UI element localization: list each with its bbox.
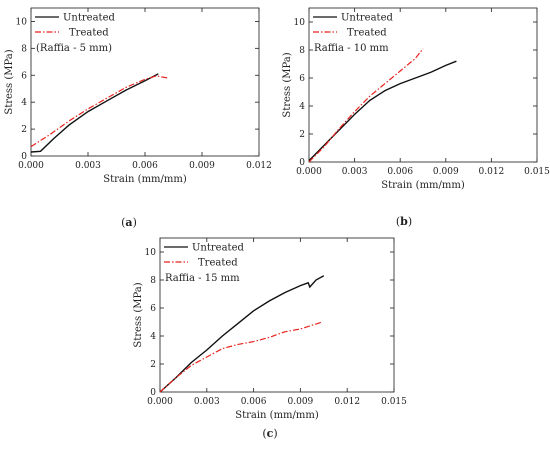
x-tick-label: 0.009: [433, 167, 459, 177]
y-tick-label: 4: [299, 102, 305, 112]
y-tick-label: 2: [299, 130, 305, 140]
x-tick-label: 0.000: [296, 167, 322, 177]
series-line-untreated: [159, 275, 325, 393]
series-line-treated: [159, 321, 323, 393]
y-tick-label: 8: [150, 276, 156, 286]
chart-panel-b: 0.000 0.003 0.006 0.009 0.012 0.015 0 2 4 6 8 10 Str…: [282, 7, 550, 228]
specimen-annotation: Raffia - 15 mm: [165, 273, 240, 284]
specimen-annotation: (Raffia - 5 mm): [36, 43, 112, 54]
y-axis-label: Stress (MPa): [4, 49, 15, 114]
y-tick-label: 0: [21, 152, 27, 162]
legend-label-treated: Treated: [347, 28, 387, 39]
panel-caption: (c): [262, 427, 277, 440]
y-tick-label: 6: [299, 74, 305, 84]
series-line-treated: [30, 75, 168, 148]
y-tick-label: 8: [299, 46, 305, 56]
x-tick-label: 0.006: [241, 397, 267, 407]
x-tick-label: 0.012: [479, 167, 505, 177]
x-tick-label: 0.000: [18, 161, 44, 171]
x-tick-label: 0.003: [75, 161, 101, 171]
y-tick-label: 10: [16, 17, 28, 27]
panel-caption: (a): [121, 216, 137, 229]
x-axis-label: Strain (mm/mm): [235, 410, 319, 421]
legend-label-untreated: Untreated: [63, 13, 115, 24]
x-tick-label: 0.015: [381, 397, 407, 407]
y-tick-label: 6: [150, 304, 156, 314]
x-tick-label: 0.006: [132, 161, 158, 171]
y-tick-label: 10: [294, 18, 306, 28]
y-tick-label: 2: [21, 125, 27, 135]
y-tick-label: 4: [150, 332, 156, 342]
chart-panel-a: 0.000 0.003 0.006 0.009 0.012 0 2 4 6 8 10 Strain (…: [4, 7, 272, 229]
y-tick-label: 10: [145, 248, 157, 258]
x-axis-label: Strain (mm/mm): [103, 174, 187, 185]
series-line-treated: [308, 48, 424, 163]
y-tick-label: 0: [299, 158, 305, 168]
panel-caption: (b): [396, 215, 412, 228]
series-line-untreated: [30, 73, 159, 153]
legend-label-untreated: Untreated: [341, 13, 393, 24]
x-tick-label: 0.000: [147, 397, 173, 407]
legend-label-treated: Treated: [69, 28, 109, 39]
y-tick-label: 2: [150, 360, 156, 370]
y-tick-label: 8: [21, 44, 27, 54]
x-tick-label: 0.009: [288, 397, 314, 407]
plot-frame: [308, 7, 538, 163]
legend-label-treated: Treated: [198, 258, 238, 269]
series-line-untreated: [308, 60, 457, 162]
specimen-annotation: Raffia - 10 mm: [314, 43, 389, 54]
x-tick-label: 0.012: [246, 161, 272, 171]
y-tick-label: 6: [21, 71, 27, 81]
x-tick-label: 0.003: [342, 167, 368, 177]
x-tick-label: 0.012: [334, 397, 360, 407]
x-tick-label: 0.015: [524, 167, 550, 177]
x-axis-label: Strain (mm/mm): [381, 180, 465, 191]
x-tick-label: 0.006: [387, 167, 413, 177]
x-tick-label: 0.003: [194, 397, 220, 407]
plot-frame: [159, 237, 395, 393]
chart-panel-c: 0.000 0.003 0.006 0.009 0.012 0.015 0 2 4 6 8 10 Str…: [133, 237, 407, 440]
plot-frame: [30, 7, 260, 157]
x-tick-label: 0.009: [189, 161, 215, 171]
y-axis-label: Stress (MPa): [133, 282, 144, 347]
legend-label-untreated: Untreated: [192, 243, 244, 254]
y-tick-label: 4: [21, 98, 27, 108]
y-axis-label: Stress (MPa): [282, 52, 293, 117]
y-tick-label: 0: [150, 388, 156, 398]
